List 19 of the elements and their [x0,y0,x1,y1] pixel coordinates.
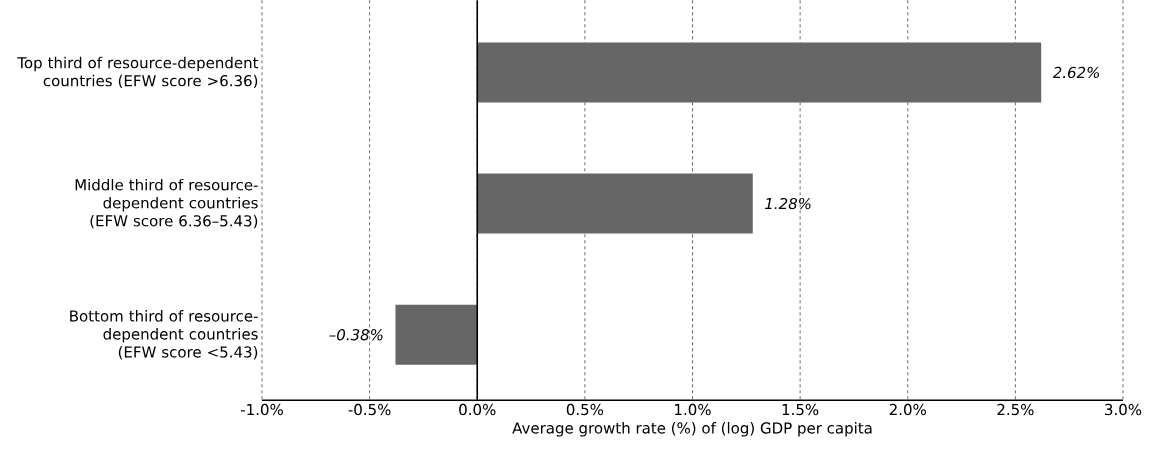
bar [477,42,1042,103]
x-tick-label: 3.0% [1105,403,1142,416]
x-tick-label: -0.5% [348,403,391,416]
bar [477,173,753,234]
x-tick-label: -1.0% [240,403,283,416]
x-tick-label: 2.5% [997,403,1034,416]
data-label: 1.28% [765,197,811,210]
data-label: –0.38% [329,328,383,341]
x-axis-title: Average growth rate (%) of (log) GDP per capita [512,421,872,437]
y-tick-label: Top third of resource-dependent countries (EFW score >6.36) [17,56,259,88]
x-tick-label: 0.5% [566,403,604,416]
bar [395,304,478,365]
x-tick-label: 2.0% [889,403,926,416]
x-tick-label: 0.0% [459,403,496,416]
y-tick-label: Middle third of resource-dependent countries (EFW score 6.36–5.43) [75,178,258,229]
x-tick-label: 1.5% [782,403,819,416]
y-tick-label: Bottom third of resource-dependent countries (EFW score <5.43) [70,309,258,360]
x-tick-label: 1.0% [675,403,711,416]
data-label: 2.62% [1052,66,1100,78]
